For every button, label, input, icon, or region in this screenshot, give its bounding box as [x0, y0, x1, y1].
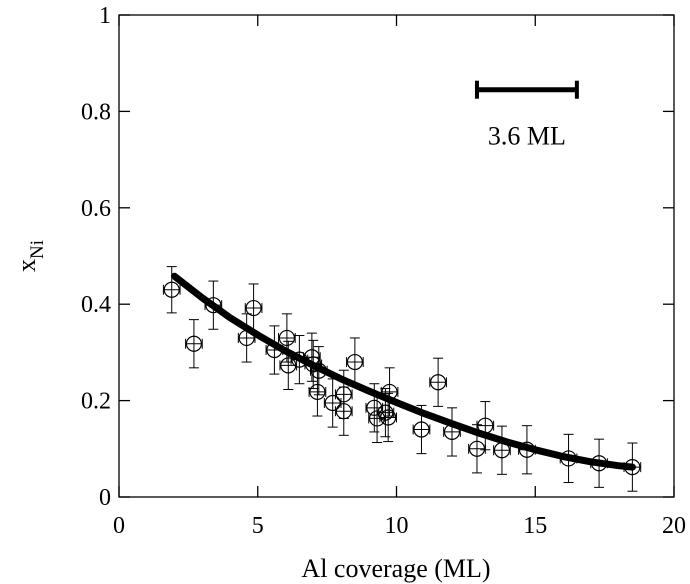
x-axis-label: Al coverage (ML) — [301, 554, 490, 583]
data-point — [245, 299, 262, 317]
x-tick-labels: 0 5 10 15 20 — [113, 513, 686, 539]
data-point — [309, 383, 326, 401]
x-tick-label: 10 — [385, 513, 409, 539]
data-point — [335, 386, 352, 403]
y-tick-label: 0.2 — [81, 389, 111, 415]
error-bar — [476, 401, 495, 451]
y-tick-label: 1 — [99, 3, 111, 29]
data-point — [280, 357, 297, 374]
data-point — [278, 329, 295, 347]
y-tick-label: 0 — [99, 485, 111, 511]
data-point — [430, 374, 447, 391]
y-tick-label: 0.8 — [81, 99, 111, 125]
data-point — [335, 403, 352, 420]
error-bar — [185, 319, 203, 369]
error-bar — [493, 425, 511, 475]
plot-frame — [118, 14, 675, 498]
x-tick-label: 0 — [113, 513, 125, 539]
data-point — [468, 440, 486, 457]
error-bar — [162, 266, 181, 314]
error-bar — [380, 367, 399, 417]
data-point — [377, 404, 394, 421]
data-point — [324, 394, 341, 412]
y-axis-label-subscript: Ni — [27, 240, 48, 259]
data-point — [413, 421, 430, 438]
data-point — [368, 410, 386, 427]
y-axis-label-main: x — [12, 259, 41, 272]
data-point — [185, 335, 203, 352]
x-tick-label: 15 — [523, 513, 547, 539]
y-axis-label: xNi — [12, 240, 48, 272]
data-point — [346, 353, 363, 371]
y-tick-labels: 0 0.2 0.4 0.6 0.8 1 — [81, 3, 111, 511]
y-tick-label: 0.6 — [81, 196, 111, 222]
data-point — [366, 399, 383, 416]
axis-ticks — [118, 14, 675, 498]
data-point — [380, 409, 397, 426]
error-bar — [429, 357, 447, 407]
scale-bar — [474, 80, 579, 99]
error-bar — [379, 392, 397, 443]
error-bar — [323, 378, 342, 428]
scale-bar-label: 3.6 ML — [488, 122, 566, 151]
fit-curve — [171, 272, 636, 471]
svg-text:xNi: xNi — [12, 240, 48, 272]
data-point — [163, 281, 180, 298]
x-tick-label: 20 — [662, 513, 686, 539]
error-bar — [443, 407, 461, 457]
y-tick-label: 0.4 — [81, 292, 111, 318]
x-tick-label: 5 — [252, 513, 264, 539]
data-point — [205, 297, 222, 314]
